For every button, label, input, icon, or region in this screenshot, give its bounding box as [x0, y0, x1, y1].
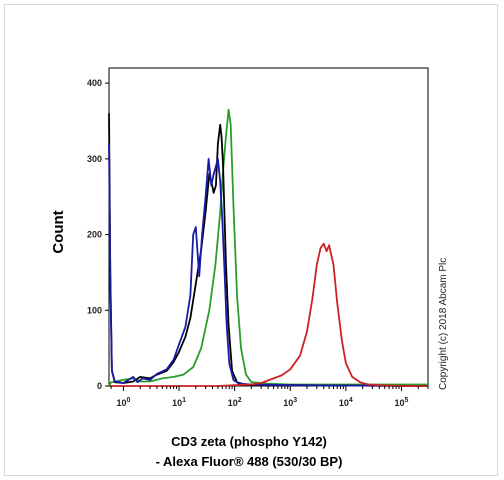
- plot-frame: [108, 67, 429, 387]
- x-tick-label: 103: [283, 397, 297, 408]
- x-tick-label: 105: [395, 397, 409, 408]
- histogram-series-3: [108, 143, 429, 387]
- y-axis-title: Count: [50, 210, 67, 253]
- plot-axes: [108, 67, 429, 387]
- flow-cytometry-histogram: 0 100 200 300 400 100 101 102 103 104 105 Count C…: [50, 67, 449, 469]
- y-tick-layer: 0 100 200 300 400: [87, 78, 109, 391]
- y-tick-label: 300: [87, 154, 102, 164]
- y-tick-label: 400: [87, 78, 102, 88]
- y-tick-label: 100: [87, 305, 102, 315]
- x-tick-label: 104: [339, 397, 353, 408]
- histogram-series-1: [108, 108, 428, 387]
- histogram-series-2: [108, 113, 429, 387]
- x-axis-title-line1: CD3 zeta (phospho Y142): [171, 434, 327, 449]
- y-tick-label: 0: [97, 381, 102, 391]
- histogram-series-4: [109, 242, 428, 387]
- copyright-text: Copyright (c) 2018 Abcam Plc: [438, 258, 449, 390]
- x-tick-label: 102: [228, 397, 242, 408]
- x-tick-label: 100: [116, 397, 130, 408]
- x-axis-title-line2: - Alexa Fluor® 488 (530/30 BP): [156, 454, 343, 469]
- x-tick-label: 101: [172, 397, 186, 408]
- series-layer: [108, 108, 429, 387]
- y-tick-label: 200: [87, 230, 102, 240]
- x-tick-layer: 100 101 102 103 104 105: [110, 386, 429, 408]
- figure-frame: 0 100 200 300 400 100 101 102 103 104 105 Count C…: [4, 4, 498, 476]
